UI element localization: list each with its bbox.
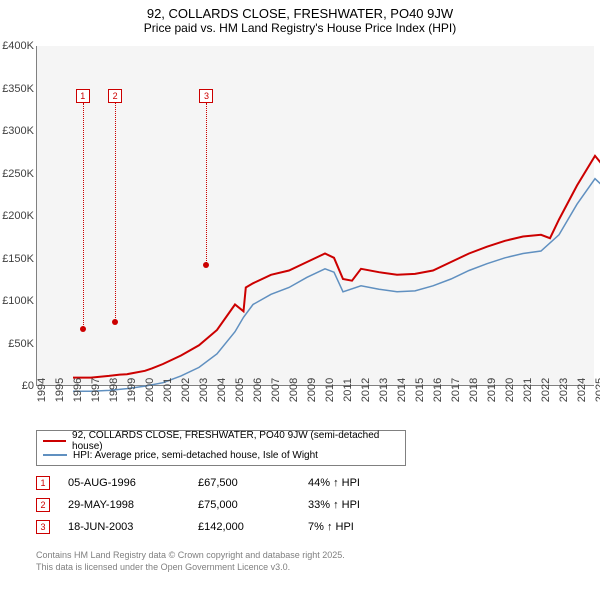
transaction-price: £75,000 bbox=[198, 499, 308, 511]
xtick-label: 2014 bbox=[396, 378, 408, 402]
transaction-marker: 1 bbox=[36, 476, 50, 490]
ytick-label: £250K bbox=[2, 168, 34, 180]
xtick-label: 2018 bbox=[468, 378, 480, 402]
marker-dot bbox=[203, 262, 209, 268]
transaction-marker: 2 bbox=[36, 498, 50, 512]
xtick-label: 1997 bbox=[90, 378, 102, 402]
xtick-label: 2020 bbox=[504, 378, 516, 402]
transaction-price: £142,000 bbox=[198, 521, 308, 533]
transaction-row: 2 29-MAY-1998£75,00033% ↑ HPI bbox=[36, 494, 398, 516]
xtick-label: 2002 bbox=[180, 378, 192, 402]
transaction-date: 29-MAY-1998 bbox=[68, 499, 198, 511]
xtick-label: 1995 bbox=[54, 378, 66, 402]
transaction-marker: 3 bbox=[36, 520, 50, 534]
series-address bbox=[73, 156, 600, 378]
transaction-row: 3 18-JUN-2003£142,0007% ↑ HPI bbox=[36, 516, 398, 538]
xtick-label: 2023 bbox=[558, 378, 570, 402]
marker-box: 1 bbox=[76, 89, 90, 103]
xtick-label: 2013 bbox=[378, 378, 390, 402]
transactions-table: 1 05-AUG-1996£67,50044% ↑ HPI 2 29-MAY-1998… bbox=[36, 472, 398, 538]
xtick-label: 2015 bbox=[414, 378, 426, 402]
xtick-label: 2021 bbox=[522, 378, 534, 402]
xtick-label: 2008 bbox=[288, 378, 300, 402]
xtick-label: 2011 bbox=[342, 378, 354, 402]
xtick-label: 2010 bbox=[324, 378, 336, 402]
footer-text: Contains HM Land Registry data © Crown c… bbox=[36, 550, 345, 573]
xtick-label: 2009 bbox=[306, 378, 318, 402]
chart-container: 92, COLLARDS CLOSE, FRESHWATER, PO40 9JW… bbox=[0, 0, 600, 590]
transaction-date: 18-JUN-2003 bbox=[68, 521, 198, 533]
ytick-label: £50K bbox=[8, 338, 34, 350]
ytick-label: £400K bbox=[2, 40, 34, 52]
legend-swatch bbox=[43, 440, 66, 442]
ytick-label: £100K bbox=[2, 295, 34, 307]
series-hpi bbox=[73, 179, 600, 392]
marker-dot bbox=[80, 326, 86, 332]
chart-title: 92, COLLARDS CLOSE, FRESHWATER, PO40 9JW bbox=[0, 0, 600, 21]
xtick-label: 1999 bbox=[126, 378, 138, 402]
xtick-label: 2001 bbox=[162, 378, 174, 402]
transaction-row: 1 05-AUG-1996£67,50044% ↑ HPI bbox=[36, 472, 398, 494]
transaction-pct: 33% ↑ HPI bbox=[308, 499, 398, 511]
marker-vline bbox=[115, 103, 116, 323]
xtick-label: 2016 bbox=[432, 378, 444, 402]
legend: 92, COLLARDS CLOSE, FRESHWATER, PO40 9JW… bbox=[36, 430, 406, 466]
transaction-pct: 44% ↑ HPI bbox=[308, 477, 398, 489]
marker-dot bbox=[112, 319, 118, 325]
marker-vline bbox=[83, 103, 84, 329]
xtick-label: 2024 bbox=[576, 378, 588, 402]
ytick-label: £350K bbox=[2, 83, 34, 95]
ytick-label: £150K bbox=[2, 253, 34, 265]
xtick-label: 2005 bbox=[234, 378, 246, 402]
legend-label: HPI: Average price, semi-detached house,… bbox=[73, 450, 318, 461]
xtick-label: 2004 bbox=[216, 378, 228, 402]
legend-swatch bbox=[43, 454, 67, 456]
transaction-price: £67,500 bbox=[198, 477, 308, 489]
xtick-label: 1996 bbox=[72, 378, 84, 402]
transaction-date: 05-AUG-1996 bbox=[68, 477, 198, 489]
xtick-label: 2025 bbox=[594, 378, 600, 402]
xtick-label: 1994 bbox=[36, 378, 48, 402]
marker-box: 3 bbox=[199, 89, 213, 103]
transaction-pct: 7% ↑ HPI bbox=[308, 521, 398, 533]
xtick-label: 2017 bbox=[450, 378, 462, 402]
xtick-label: 2006 bbox=[252, 378, 264, 402]
ytick-label: £200K bbox=[2, 210, 34, 222]
footer-line1: Contains HM Land Registry data © Crown c… bbox=[36, 550, 345, 562]
footer-line2: This data is licensed under the Open Gov… bbox=[36, 562, 345, 574]
xtick-label: 2019 bbox=[486, 378, 498, 402]
ytick-label: £0 bbox=[22, 380, 34, 392]
marker-vline bbox=[206, 103, 207, 266]
xtick-label: 2007 bbox=[270, 378, 282, 402]
xtick-label: 2012 bbox=[360, 378, 372, 402]
marker-box: 2 bbox=[108, 89, 122, 103]
ytick-label: £300K bbox=[2, 125, 34, 137]
xtick-label: 1998 bbox=[108, 378, 120, 402]
xtick-label: 2003 bbox=[198, 378, 210, 402]
legend-item: 92, COLLARDS CLOSE, FRESHWATER, PO40 9JW… bbox=[43, 434, 399, 448]
xtick-label: 2022 bbox=[540, 378, 552, 402]
xtick-label: 2000 bbox=[144, 378, 156, 402]
chart-subtitle: Price paid vs. HM Land Registry's House … bbox=[0, 21, 600, 39]
